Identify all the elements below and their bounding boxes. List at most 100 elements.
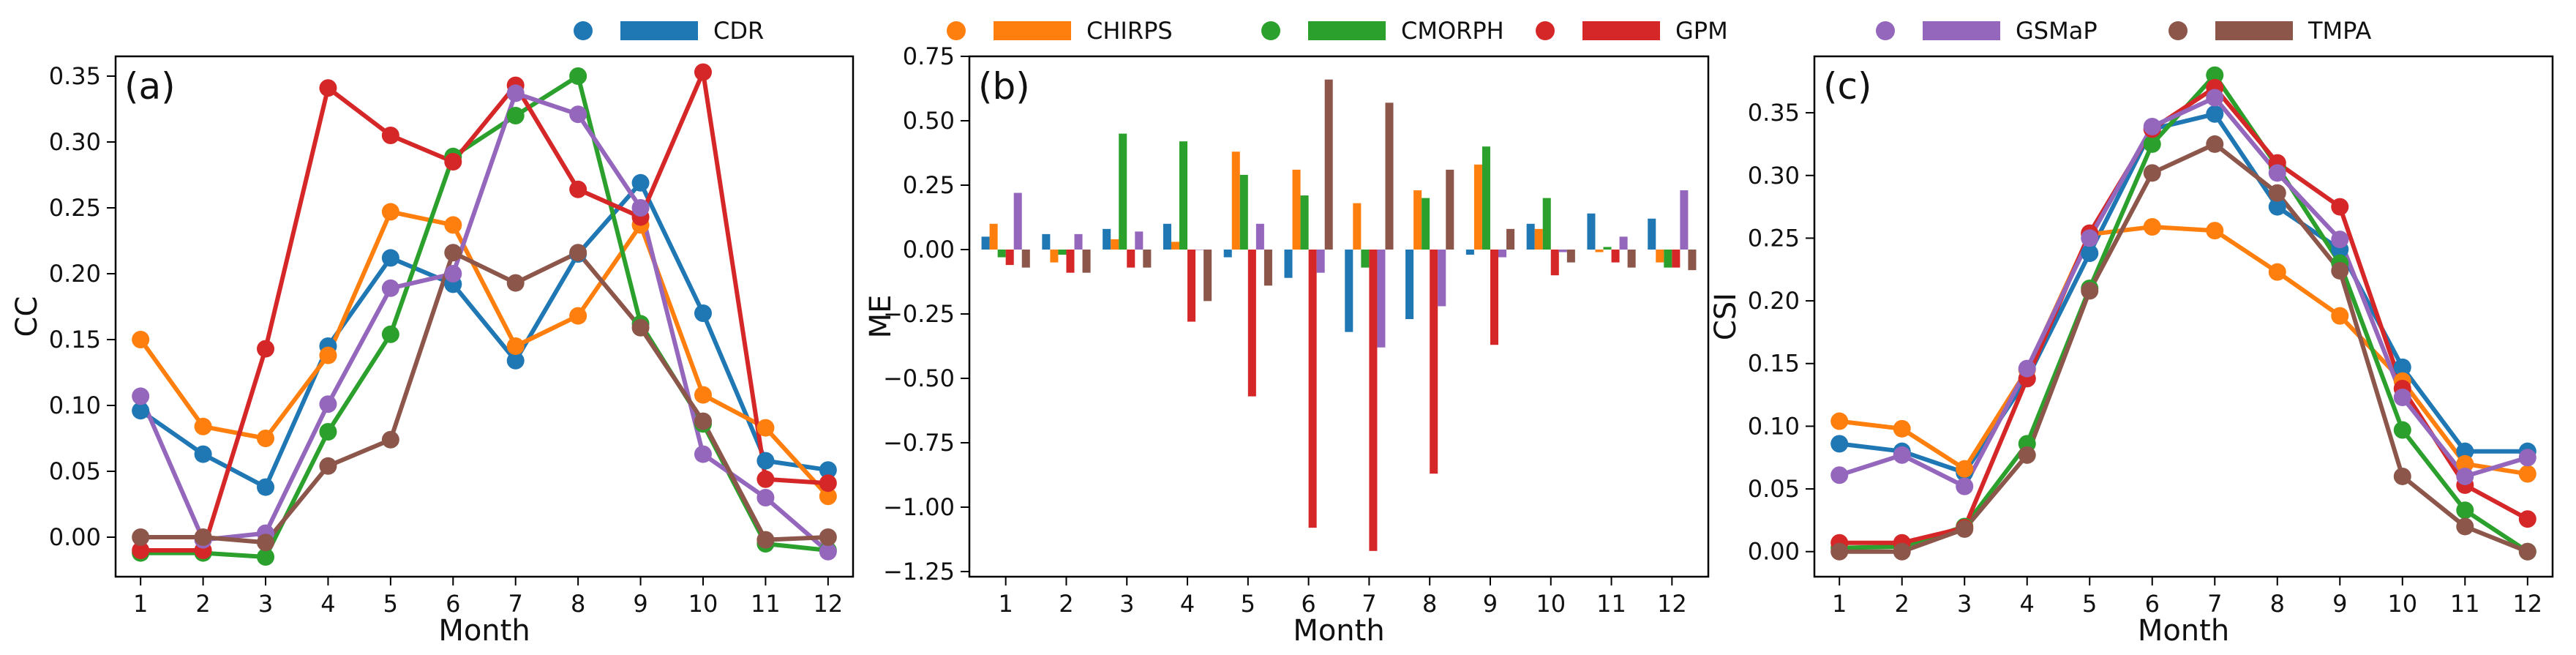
bar-gsmap-month-12 [1680,190,1689,250]
series-line-chirps [1839,225,2528,476]
x-tick-label: 3 [1957,590,1972,618]
bar-gpm-month-5 [1247,249,1256,397]
legend-swatch-tmpa [2215,21,2293,40]
point-chirps-month-2 [1893,419,1911,438]
y-tick-label: 0.10 [1748,412,1800,440]
x-tick-label: 2 [1059,590,1073,618]
x-tick-label: 7 [1362,590,1376,618]
series-line-gpm [140,70,828,553]
point-gpm-month-3 [257,340,275,358]
legend-swatch-gsmap [1923,21,2000,40]
point-tmpa-month-11 [756,531,775,549]
bar-cmorph-month-4 [1179,141,1188,250]
point-cmorph-month-11 [2456,501,2474,520]
bar-gsmap-month-2 [1074,233,1083,250]
bar-tmpa-month-9 [1506,228,1515,250]
x-axis-label: Month [438,614,530,648]
plot-frame [968,55,1710,578]
bar-gpm-month-3 [1127,249,1135,268]
bar-cmorph-month-6 [1300,195,1309,250]
y-tick-label: 0.00 [903,236,955,263]
bar-tmpa-month-5 [1263,249,1272,286]
bar-gsmap-month-8 [1438,249,1446,307]
bar-gpm-month-1 [1005,249,1014,266]
bar-gsmap-month-11 [1619,236,1628,250]
bar-chirps-month-3 [1111,239,1119,250]
x-tick-label: 4 [2020,590,2035,618]
y-axis-label: ME [864,295,898,339]
bar-cdr-month-9 [1465,249,1474,255]
point-cdr-month-1 [132,402,150,420]
bar-cdr-month-6 [1284,249,1293,278]
bar-gpm-month-12 [1672,249,1681,268]
x-tick-label: 9 [2332,590,2347,618]
point-gpm-month-9 [2331,198,2349,216]
bar-chirps-month-6 [1292,169,1301,250]
point-gsmap-month-10 [694,445,712,463]
bar-gsmap-month-1 [1013,192,1022,250]
point-tmpa-month-10 [694,412,712,430]
point-gsmap-month-2 [1893,446,1911,464]
y-tick-label: 0.05 [49,457,101,485]
x-tick-label: 12 [1657,590,1687,618]
series-line-cmorph [1839,72,2529,554]
point-gsmap-month-5 [2081,229,2099,247]
x-tick-label: 12 [813,590,843,618]
y-tick-label: 0.10 [49,392,101,419]
y-tick-label: −0.25 [883,300,955,328]
y-tick-label: −1.00 [883,493,955,521]
point-chirps-month-10 [694,386,712,404]
point-chirps-month-5 [381,203,399,221]
y-tick-label: 0.00 [1748,538,1800,566]
bar-chirps-month-11 [1595,249,1604,252]
point-cdr-month-10 [694,304,712,322]
y-tick-label: 0.35 [1748,99,1800,127]
point-gsmap-month-6 [444,265,462,282]
point-gsmap-month-1 [132,387,150,405]
point-tmpa-month-9 [2331,261,2349,280]
point-tmpa-month-7 [506,274,525,292]
x-tick-label: 4 [320,590,335,618]
x-tick-label: 11 [1596,590,1626,618]
point-gpm-month-5 [381,127,399,144]
bar-gpm-month-9 [1490,249,1499,345]
bar-cdr-month-4 [1163,223,1171,250]
point-chirps-month-11 [2456,454,2474,473]
point-gpm-month-8 [569,180,587,198]
y-tick-label: 0.25 [49,194,101,222]
series-line-cdr [139,180,829,490]
bar-chirps-month-4 [1171,242,1179,250]
y-tick-label: −0.50 [883,364,955,392]
bar-tmpa-month-8 [1446,169,1454,250]
bar-cmorph-month-3 [1119,133,1127,250]
point-cdr-month-5 [2081,244,2099,262]
point-tmpa-month-12 [819,528,837,546]
point-tmpa-month-1 [132,528,150,546]
x-tick-label: 7 [2207,590,2222,618]
x-tick-label: 5 [2082,590,2097,618]
point-tmpa-month-6 [444,244,462,262]
panel-a-cc-line-chart: 0.000.050.100.150.200.250.300.351 2 3 4 5 6 7 8… [10,55,855,648]
series-line-gsmap [1839,95,2528,489]
point-gsmap-month-5 [381,279,399,297]
bar-cmorph-month-7 [1361,249,1370,268]
legend: CDR CHIRPS CMORPH GPM GSMaP TMPA [574,17,2371,45]
bar-tmpa-month-2 [1082,249,1091,273]
bar-gpm-month-6 [1308,249,1317,528]
point-gsmap-month-7 [506,84,525,102]
x-tick-label: 10 [688,590,718,618]
series-line-cdr [1839,111,2528,475]
bar-chirps-month-12 [1656,249,1664,263]
point-tmpa-month-11 [2456,517,2474,536]
bar-gpm-month-4 [1187,249,1196,322]
point-gsmap-month-9 [2331,231,2349,249]
y-tick-label: 0.30 [49,128,101,156]
bar-chirps-month-7 [1353,203,1362,250]
x-tick-label: 2 [1895,590,1910,618]
point-cdr-month-8 [2268,198,2286,216]
point-tmpa-month-9 [631,318,650,337]
panel-c-csi-line-chart: 0.000.050.100.150.200.250.300.351 2 3 4 5 6 7 8… [1709,55,2554,648]
x-tick-label: 4 [1180,590,1195,618]
legend-marker-tmpa [2168,21,2188,40]
